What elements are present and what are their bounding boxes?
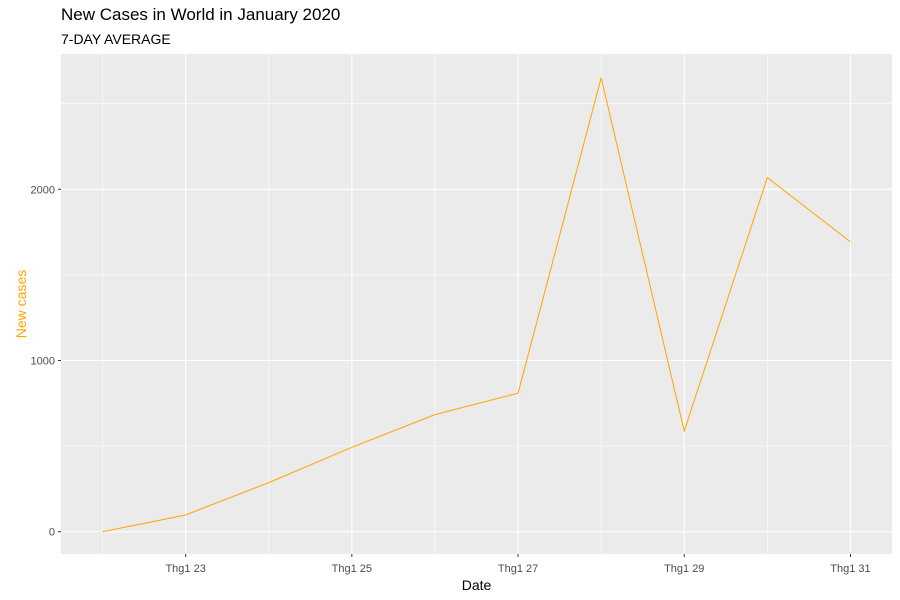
major-grid <box>61 54 892 554</box>
x-tick-label: Thg1 27 <box>498 563 538 575</box>
x-axis: Thg1 23 Thg1 25 Thg1 27 Thg1 29 Thg1 31 <box>165 554 871 575</box>
chart-title: New Cases in World in January 2020 <box>61 5 341 24</box>
minor-grid <box>61 54 892 554</box>
x-tick-label: Thg1 25 <box>332 563 372 575</box>
plot-panel <box>61 54 892 554</box>
y-axis-title: New cases <box>13 270 29 338</box>
y-tick-label: 0 <box>49 527 55 539</box>
data-points <box>102 77 851 532</box>
y-axis: 0 1000 2000 <box>31 184 61 539</box>
x-tick-label: Thg1 31 <box>830 563 870 575</box>
x-tick-label: Thg1 29 <box>664 563 704 575</box>
series-line-new-cases <box>102 77 851 533</box>
y-tick-label: 1000 <box>31 356 55 368</box>
y-tick-label: 2000 <box>31 184 55 196</box>
chart-subtitle: 7-DAY AVERAGE <box>61 31 171 47</box>
x-tick-label: Thg1 23 <box>165 563 205 575</box>
x-axis-title: Date <box>462 577 492 593</box>
